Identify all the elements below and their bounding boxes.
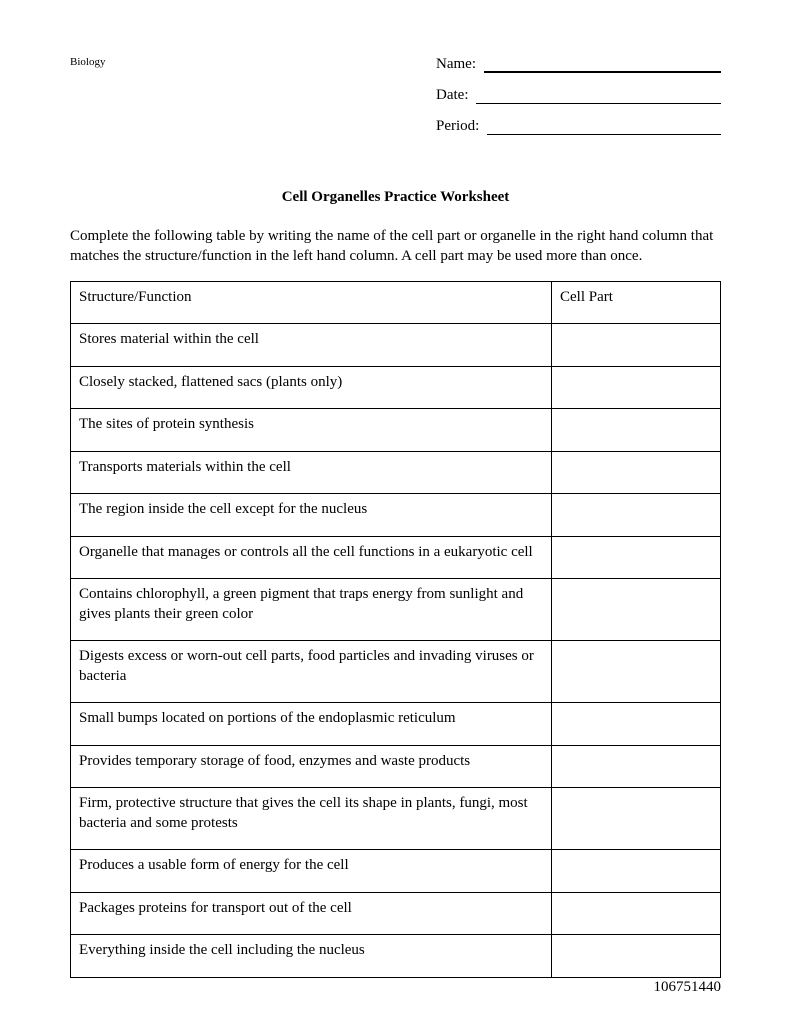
structure-cell: Digests excess or worn-out cell parts, f… [71, 641, 552, 703]
table-row: Packages proteins for transport out of t… [71, 892, 721, 935]
table-row: Contains chlorophyll, a green pigment th… [71, 579, 721, 641]
cellpart-cell[interactable] [552, 366, 721, 409]
instructions: Complete the following table by writing … [70, 226, 721, 267]
date-label: Date: [436, 87, 468, 104]
table-row: Transports materials within the cell [71, 451, 721, 494]
table-body: Stores material within the cell Closely … [71, 324, 721, 978]
cellpart-cell[interactable] [552, 324, 721, 367]
subject-label: Biology [70, 56, 105, 68]
date-field: Date: [436, 87, 721, 104]
document-number: 106751440 [654, 979, 722, 996]
date-input-line[interactable] [476, 90, 721, 104]
cellpart-cell[interactable] [552, 935, 721, 978]
header-row: Biology Name: Date: Period: [70, 56, 721, 149]
table-row: Stores material within the cell [71, 324, 721, 367]
period-field: Period: [436, 118, 721, 135]
cellpart-cell[interactable] [552, 451, 721, 494]
period-input-line[interactable] [487, 121, 721, 135]
table-row: Produces a usable form of energy for the… [71, 850, 721, 893]
structure-cell: Transports materials within the cell [71, 451, 552, 494]
structure-cell: Provides temporary storage of food, enzy… [71, 745, 552, 788]
cellpart-cell[interactable] [552, 703, 721, 746]
name-label: Name: [436, 56, 476, 73]
structure-cell: Small bumps located on portions of the e… [71, 703, 552, 746]
column-header-structure: Structure/Function [71, 281, 552, 324]
structure-cell: Contains chlorophyll, a green pigment th… [71, 579, 552, 641]
cellpart-cell[interactable] [552, 788, 721, 850]
table-row: Firm, protective structure that gives th… [71, 788, 721, 850]
name-input-line[interactable] [484, 59, 721, 73]
cellpart-cell[interactable] [552, 536, 721, 579]
cellpart-cell[interactable] [552, 579, 721, 641]
cellpart-cell[interactable] [552, 850, 721, 893]
cellpart-cell[interactable] [552, 494, 721, 537]
worksheet-table: Structure/Function Cell Part Stores mate… [70, 281, 721, 978]
table-header-row: Structure/Function Cell Part [71, 281, 721, 324]
column-header-cellpart: Cell Part [552, 281, 721, 324]
name-field: Name: [436, 56, 721, 73]
table-row: Organelle that manages or controls all t… [71, 536, 721, 579]
structure-cell: Produces a usable form of energy for the… [71, 850, 552, 893]
period-label: Period: [436, 118, 479, 135]
table-row: The region inside the cell except for th… [71, 494, 721, 537]
structure-cell: Everything inside the cell including the… [71, 935, 552, 978]
cellpart-cell[interactable] [552, 641, 721, 703]
structure-cell: The region inside the cell except for th… [71, 494, 552, 537]
structure-cell: Firm, protective structure that gives th… [71, 788, 552, 850]
table-row: Everything inside the cell including the… [71, 935, 721, 978]
structure-cell: Packages proteins for transport out of t… [71, 892, 552, 935]
structure-cell: The sites of protein synthesis [71, 409, 552, 452]
structure-cell: Stores material within the cell [71, 324, 552, 367]
table-row: The sites of protein synthesis [71, 409, 721, 452]
table-row: Digests excess or worn-out cell parts, f… [71, 641, 721, 703]
cellpart-cell[interactable] [552, 409, 721, 452]
structure-cell: Closely stacked, flattened sacs (plants … [71, 366, 552, 409]
table-row: Small bumps located on portions of the e… [71, 703, 721, 746]
table-row: Closely stacked, flattened sacs (plants … [71, 366, 721, 409]
structure-cell: Organelle that manages or controls all t… [71, 536, 552, 579]
worksheet-title: Cell Organelles Practice Worksheet [70, 189, 721, 206]
table-row: Provides temporary storage of food, enzy… [71, 745, 721, 788]
cellpart-cell[interactable] [552, 745, 721, 788]
info-fields: Name: Date: Period: [436, 56, 721, 149]
cellpart-cell[interactable] [552, 892, 721, 935]
